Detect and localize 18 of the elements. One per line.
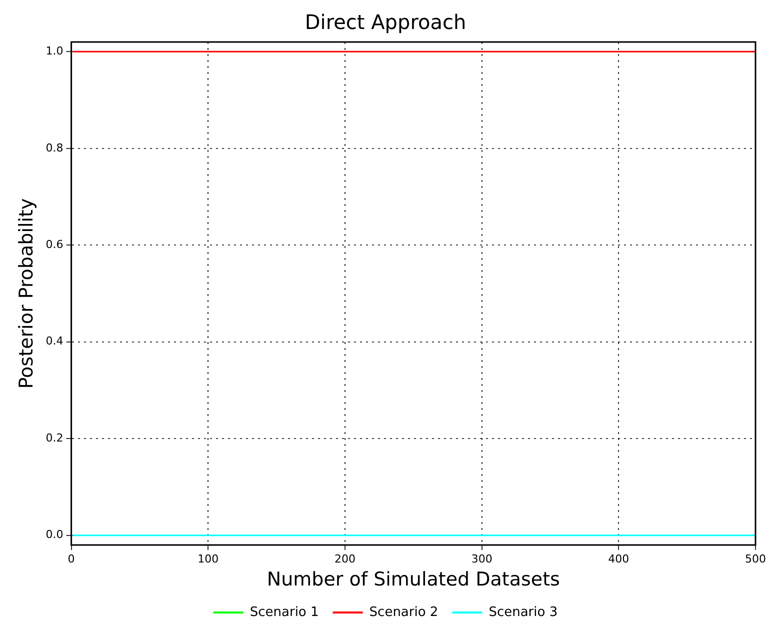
y-tick-label: 0.6	[46, 238, 64, 251]
y-tick-label: 1.0	[46, 44, 64, 58]
x-tick-label: 400	[608, 552, 630, 566]
x-tick-label: 200	[334, 552, 356, 566]
y-tick-label: 0.0	[46, 528, 64, 542]
x-axis-title: Number of Simulated Datasets	[266, 568, 560, 591]
y-axis-title: Posterior Probability	[15, 198, 38, 389]
y-tick-label: 0.2	[46, 431, 64, 444]
y-tick-label: 0.8	[46, 141, 64, 154]
legend-label: Scenario 2	[369, 604, 438, 620]
legend-label: Scenario 1	[250, 604, 319, 620]
x-tick-label: 500	[745, 552, 766, 566]
x-tick-label: 0	[68, 552, 75, 566]
x-tick-label: 100	[198, 552, 219, 566]
y-tick-label: 0.4	[46, 334, 64, 348]
legend-label: Scenario 3	[488, 604, 558, 620]
chart-title: Direct Approach	[304, 10, 466, 34]
x-tick-label: 300	[471, 552, 492, 566]
